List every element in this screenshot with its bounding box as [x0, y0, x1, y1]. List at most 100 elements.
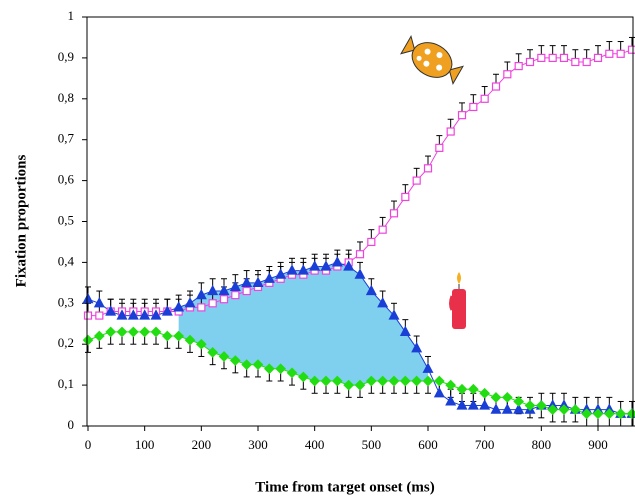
marker [592, 408, 604, 420]
marker [355, 250, 365, 259]
marker [467, 399, 479, 410]
plot-frame [86, 16, 634, 427]
marker [559, 53, 569, 63]
marker [286, 264, 298, 275]
x-tick-label: 200 [192, 437, 212, 452]
marker [569, 404, 581, 415]
marker [150, 326, 162, 338]
marker [95, 311, 104, 320]
marker [331, 375, 343, 387]
marker [365, 284, 377, 296]
marker [173, 301, 185, 312]
marker [378, 225, 387, 234]
x-tick-label: 900 [588, 437, 608, 452]
marker [343, 260, 355, 271]
marker [229, 280, 241, 292]
marker [480, 94, 489, 103]
candle-icon [449, 272, 466, 329]
marker [605, 49, 614, 58]
x-tick-label: 0 [85, 437, 92, 452]
marker [582, 57, 591, 67]
marker [161, 330, 173, 342]
marker [513, 396, 525, 407]
y-tick-label: 1 [68, 8, 75, 23]
marker [457, 111, 467, 120]
y-tick-label: 0,6 [58, 172, 75, 187]
marker [367, 237, 376, 247]
marker [229, 355, 241, 366]
marker [513, 403, 525, 414]
marker [207, 347, 219, 358]
marker [320, 260, 332, 271]
marker [377, 375, 389, 387]
marker [343, 379, 355, 391]
marker [231, 291, 240, 300]
marker [467, 383, 479, 395]
marker [82, 334, 94, 346]
marker [241, 359, 253, 370]
marker [490, 403, 502, 414]
marker [150, 309, 162, 320]
marker [127, 326, 139, 338]
marker [320, 375, 332, 387]
marker [401, 192, 410, 202]
marker [93, 297, 105, 308]
candy-icon [399, 35, 465, 85]
marker [275, 268, 287, 279]
marker [422, 375, 434, 387]
marker [435, 143, 444, 152]
marker [490, 392, 502, 403]
marker [127, 309, 139, 320]
marker [627, 45, 635, 54]
marker [388, 309, 400, 320]
marker [218, 284, 230, 296]
marker [548, 53, 557, 63]
marker [558, 404, 570, 415]
marker [195, 338, 207, 350]
marker [242, 286, 251, 296]
marker [399, 325, 411, 337]
x-tick-label: 800 [532, 437, 552, 452]
marker [241, 276, 253, 287]
marker [423, 164, 433, 173]
marker [161, 305, 173, 316]
marker [433, 386, 445, 398]
marker [275, 363, 287, 375]
marker [479, 387, 491, 399]
marker [105, 305, 117, 316]
marker [616, 49, 625, 58]
marker [433, 375, 445, 387]
x-tick-label: 500 [362, 437, 382, 452]
marker [297, 371, 309, 383]
x-axis-title: Time from target onset (ms) [255, 479, 434, 495]
marker [331, 256, 343, 267]
marker [116, 326, 128, 338]
marker [479, 399, 491, 410]
y-tick-label: 0,9 [58, 49, 74, 64]
marker [399, 375, 411, 387]
y-tick-label: 0,4 [58, 253, 75, 268]
marker [195, 288, 207, 300]
marker [173, 330, 185, 342]
shaded-area [178, 262, 428, 386]
marker [263, 363, 275, 375]
marker [412, 176, 421, 185]
marker [503, 70, 512, 79]
marker [491, 82, 501, 91]
marker [525, 57, 535, 67]
marker [389, 209, 399, 218]
marker [422, 362, 434, 373]
marker [445, 379, 457, 391]
marker [593, 53, 603, 63]
marker [286, 367, 298, 379]
marker [207, 284, 219, 296]
marker [388, 375, 400, 387]
y-tick-label: 0,3 [58, 294, 74, 309]
marker [445, 395, 457, 406]
marker [354, 268, 366, 279]
marker [263, 272, 275, 283]
marker [456, 383, 468, 395]
marker [354, 379, 366, 391]
marker [309, 260, 321, 271]
